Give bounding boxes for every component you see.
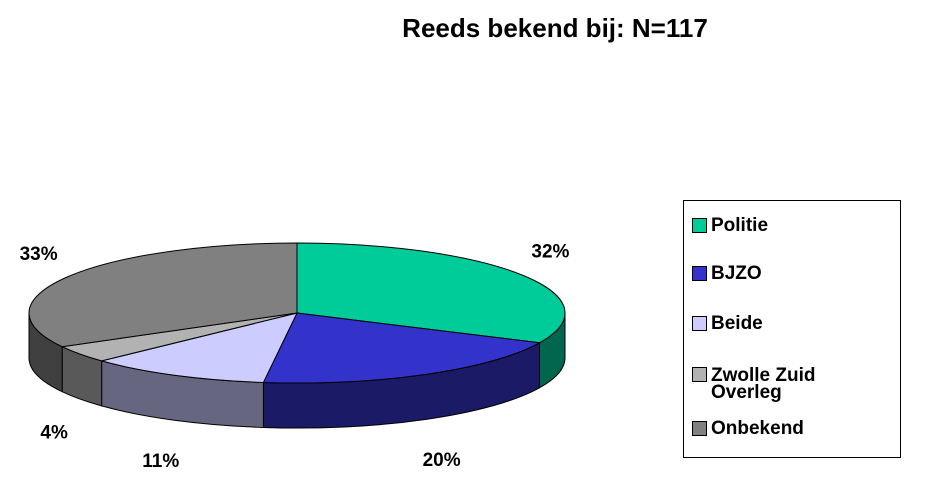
pie-slice	[99, 312, 298, 383]
legend-swatch	[692, 367, 707, 382]
legend-swatch	[692, 421, 707, 436]
legend-label: Beide	[711, 313, 763, 334]
legend-item: Beide	[692, 313, 852, 334]
legend-label: Politie	[711, 215, 769, 236]
data-label: 4%	[40, 423, 68, 444]
legend-item: Politie	[692, 215, 852, 236]
chart-title: Reeds bekend bij: N=117	[402, 13, 708, 43]
legend-item: Zwolle Zuid Overleg	[692, 365, 842, 403]
data-label: 11%	[142, 451, 179, 472]
pie-slice	[28, 242, 298, 348]
pie-slice	[296, 242, 566, 344]
legend-swatch	[692, 218, 707, 233]
legend-item: BJZO	[692, 263, 852, 284]
data-label: 20%	[423, 450, 461, 471]
legend: Politie BJZO Beide Zwolle Zuid Overleg Onbek…	[683, 200, 901, 458]
legend-swatch	[692, 316, 707, 331]
legend-label: BJZO	[711, 263, 762, 284]
data-label: 33%	[20, 244, 58, 265]
legend-swatch	[692, 266, 707, 281]
legend-item: Onbekend	[692, 418, 852, 439]
data-label: 32%	[531, 241, 569, 262]
legend-label: Zwolle Zuid Overleg	[711, 365, 816, 403]
pie-slice	[262, 312, 542, 384]
legend-label: Onbekend	[711, 418, 804, 439]
